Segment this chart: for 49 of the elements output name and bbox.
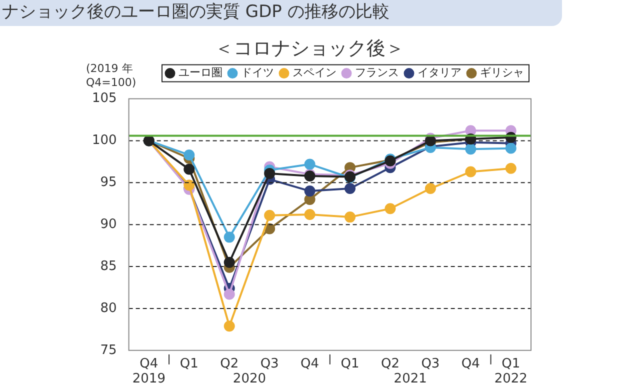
point <box>344 183 356 194</box>
point <box>184 180 195 191</box>
y-tick-label: 85 <box>100 258 117 274</box>
legend-label: ユーロ圏 <box>178 66 222 80</box>
x-tick-label: Q4 <box>140 356 158 372</box>
point <box>264 210 276 221</box>
y-tick-label: 90 <box>100 216 117 232</box>
point <box>505 162 516 174</box>
point <box>224 232 235 243</box>
point <box>304 158 316 170</box>
point <box>465 166 476 178</box>
x-tick-label: Q3 <box>260 356 279 372</box>
x-tick-label: Q1 <box>502 356 520 372</box>
point <box>304 186 316 197</box>
y-tick-label: 75 <box>100 342 117 358</box>
point <box>224 320 235 332</box>
y-tick-label: 100 <box>92 133 117 148</box>
point <box>264 168 276 179</box>
point <box>304 209 316 220</box>
y-tick-label: 95 <box>100 175 117 190</box>
point <box>224 256 235 268</box>
legend-label: ドイツ <box>241 66 274 80</box>
x-tick-label: Q1 <box>340 356 360 372</box>
chart-title: ナショック後のユーロ圏の実質 GDP の推移の比較 <box>0 0 562 26</box>
y-tick-label: 80 <box>100 300 117 316</box>
legend-label: イタリア <box>418 66 462 80</box>
text: 2022 <box>494 371 528 386</box>
x-tick-label: Q1 <box>180 356 198 372</box>
x-tick-label: Q2 <box>220 356 239 372</box>
y-axis-title: (2019 年 Q4=100) <box>86 62 138 90</box>
legend-label: フランス <box>355 66 399 80</box>
point <box>224 288 235 300</box>
x-tick-label: Q4 <box>461 356 480 372</box>
text: 2019 <box>132 371 166 386</box>
point <box>344 212 356 223</box>
x-tick-label: Q3 <box>421 356 440 372</box>
point <box>424 183 436 194</box>
chart-subtitle: ＜コロナショック後＞ <box>214 37 404 60</box>
legend-label: スペイン <box>292 66 336 80</box>
x-tick-label: Q4 <box>300 356 320 372</box>
legend-label: ギリシャ <box>480 66 524 80</box>
point <box>505 142 516 154</box>
text: 2020 <box>232 371 266 386</box>
y-tick-label: 105 <box>92 91 117 106</box>
x-tick-label: Q2 <box>380 356 400 372</box>
point <box>184 164 195 175</box>
point <box>184 149 195 160</box>
text: 2021 <box>394 371 427 386</box>
point <box>384 203 396 214</box>
